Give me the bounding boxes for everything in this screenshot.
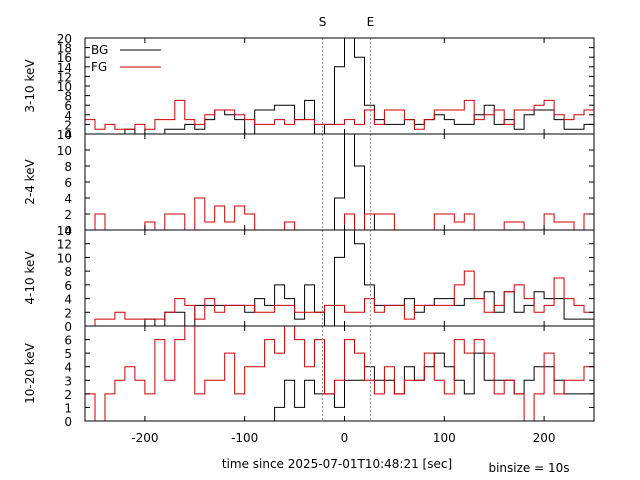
y-tick-label: 12 — [57, 70, 72, 84]
series-fg-line — [85, 326, 594, 421]
x-tick-label: 0 — [341, 431, 349, 445]
panel-2: 0 2 4 6 8 10 14 2-4 keV — [23, 128, 595, 238]
y-tick-label: 3 — [64, 374, 72, 388]
y-axis-label: 3-10 keV — [23, 59, 37, 113]
series-fg-line — [85, 270, 594, 326]
overlay-layer: time since 2025-07-01T10:48:21 [sec] bin… — [222, 457, 570, 475]
panel-frame — [84, 229, 595, 327]
y-tick-label: 16 — [57, 51, 72, 65]
y-tick-label: 6 — [64, 99, 72, 113]
y-tick-label: 10 — [57, 144, 72, 158]
y-tick-label: 10 — [57, 80, 72, 94]
binsize-label: binsize = 10s — [488, 461, 569, 475]
x-tick-label: 100 — [433, 431, 456, 445]
y-axis-label: 10-20 keV — [23, 342, 37, 404]
y-tick-label: 2 — [64, 388, 72, 402]
y-tick-label: 4 — [64, 109, 72, 123]
legend-label-bg: BG — [91, 43, 108, 57]
y-tick-label: 18 — [57, 42, 72, 56]
y-tick-label: 0 — [64, 224, 72, 238]
panel-frame — [84, 325, 595, 422]
marker-e-label: E — [367, 15, 375, 29]
y-tick-label: 6 — [64, 279, 72, 293]
y-tick-label: 0 — [64, 128, 72, 142]
y-tick-label: 5 — [64, 347, 72, 361]
x-tick-label: -100 — [231, 431, 258, 445]
y-tick-label: 14 — [57, 128, 72, 142]
y-tick-label: 12 — [57, 238, 72, 252]
y-tick-label: 20 — [57, 32, 72, 46]
y-axis-label: 4-10 keV — [23, 251, 37, 305]
x-tick-label: -200 — [131, 431, 158, 445]
y-tick-label: 4 — [64, 361, 72, 375]
x-axis-label: time since 2025-07-01T10:48:21 [sec] — [222, 457, 452, 471]
series-bg-line — [85, 134, 594, 230]
y-tick-label: 2 — [64, 306, 72, 320]
series-fg-line — [85, 99, 594, 130]
y-tick-label: 0 — [64, 320, 72, 334]
y-tick-label: 4 — [64, 293, 72, 307]
series-bg-line — [85, 230, 594, 326]
y-axis-label: 2-4 keV — [23, 158, 37, 204]
y-tick-label: 2 — [64, 208, 72, 222]
y-tick-label: 14 — [57, 224, 72, 238]
y-tick-label: 8 — [64, 90, 72, 104]
y-tick-label: 6 — [64, 176, 72, 190]
x-tick-label: 200 — [533, 431, 556, 445]
y-tick-label: 14 — [57, 61, 72, 75]
y-tick-label: 0 — [64, 415, 72, 429]
panel-frame — [84, 133, 595, 231]
y-tick-label: 6 — [64, 334, 72, 348]
marker-s-label: S — [319, 15, 327, 29]
y-tick-label: 2 — [64, 118, 72, 132]
legend: BG FG — [91, 43, 161, 74]
series-bg-line — [85, 352, 594, 421]
y-tick-label: 10 — [57, 251, 72, 265]
series-fg-line — [85, 197, 594, 230]
y-tick-label: 8 — [64, 160, 72, 174]
y-tick-label: 8 — [64, 265, 72, 279]
y-tick-label: 1 — [64, 401, 72, 415]
y-tick-label: 4 — [64, 192, 72, 206]
legend-label-fg: FG — [91, 60, 107, 74]
